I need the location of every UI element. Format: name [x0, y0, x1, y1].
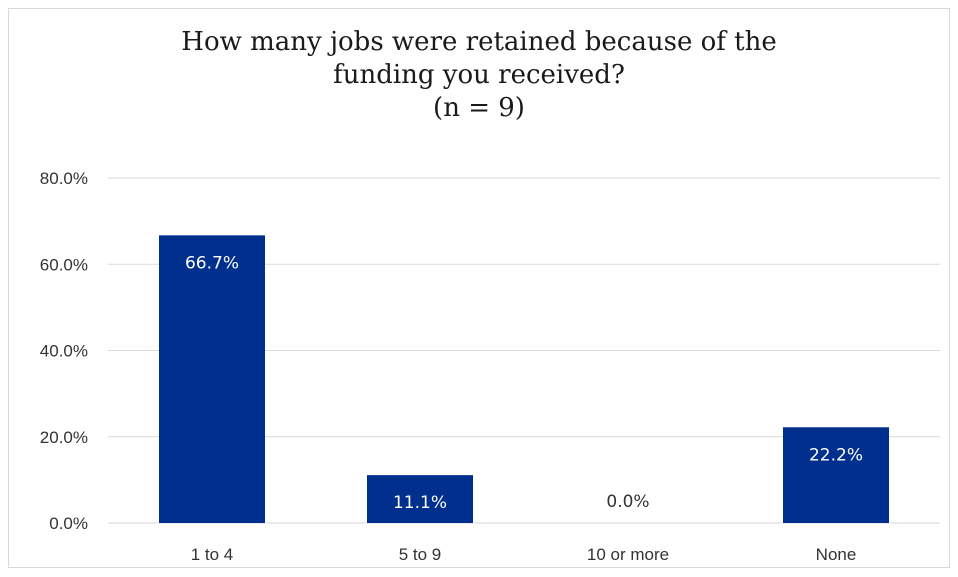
chart-title-line-3: (n = 9) [433, 93, 525, 123]
bar [367, 475, 473, 523]
chart-title-line-2: funding you received? [333, 60, 625, 90]
bar [783, 427, 889, 523]
x-category-label: None [816, 545, 857, 564]
y-tick-label: 0.0% [49, 514, 88, 533]
x-category-label: 10 or more [587, 545, 669, 564]
y-tick-label: 40.0% [40, 342, 88, 361]
chart-title-line-1: How many jobs were retained because of t… [181, 27, 777, 57]
y-tick-label: 80.0% [40, 169, 88, 188]
y-tick-label: 20.0% [40, 428, 88, 447]
y-tick-label: 60.0% [40, 255, 88, 274]
x-category-label: 5 to 9 [399, 545, 442, 564]
bar [159, 235, 265, 523]
x-category-label: 1 to 4 [191, 545, 234, 564]
data-label: 0.0% [606, 492, 649, 512]
data-label: 11.1% [393, 493, 447, 513]
data-label: 66.7% [185, 253, 239, 273]
data-label: 22.2% [809, 445, 863, 465]
chart-title: How many jobs were retained because of t… [0, 26, 958, 125]
